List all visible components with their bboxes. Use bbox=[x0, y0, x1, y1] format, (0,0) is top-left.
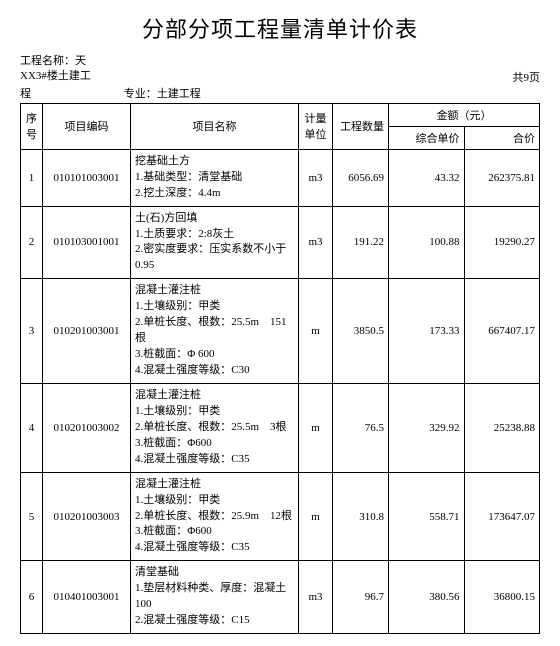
table-row: 3010201003001混凝土灌注桩1.土壤级别：甲类2.单桩长度、根数：25… bbox=[21, 279, 540, 384]
cell-qty: 191.22 bbox=[333, 206, 389, 279]
project-block: 工程名称：天 XX3#楼土建工 bbox=[20, 54, 91, 85]
pricing-table: 序号 项目编码 项目名称 计量单位 工程数量 金额（元） 综合单价 合价 101… bbox=[20, 103, 540, 634]
cell-unit: m3 bbox=[299, 149, 333, 206]
page-title: 分部分项工程量清单计价表 bbox=[20, 12, 540, 44]
cell-unit-price: 380.56 bbox=[389, 561, 465, 634]
cell-unit-price: 43.32 bbox=[389, 149, 465, 206]
cell-name: 清堂基础1.垫层材料种类、厚度：混凝土1002.混凝土强度等级：C15 bbox=[131, 561, 299, 634]
cell-unit-price: 100.88 bbox=[389, 206, 465, 279]
cell-unit-price: 329.92 bbox=[389, 383, 465, 472]
th-total: 合价 bbox=[464, 126, 540, 149]
cell-seq: 1 bbox=[21, 149, 43, 206]
cell-unit: m3 bbox=[299, 561, 333, 634]
spec-label: 专业： bbox=[124, 88, 157, 100]
th-name: 项目名称 bbox=[131, 103, 299, 149]
cell-seq: 2 bbox=[21, 206, 43, 279]
cell-code: 010201003001 bbox=[43, 279, 131, 384]
cell-unit-price: 173.33 bbox=[389, 279, 465, 384]
th-unit-price: 综合单价 bbox=[389, 126, 465, 149]
table-body: 1010101003001挖基础土方1.基础类型：清堂基础2.挖土深度：4.4m… bbox=[21, 149, 540, 633]
table-row: 2010103001001土(石)方回填1.土质要求：2:8灰土2.密实度要求：… bbox=[21, 206, 540, 279]
cell-unit: m bbox=[299, 383, 333, 472]
cell-seq: 4 bbox=[21, 383, 43, 472]
cell-seq: 3 bbox=[21, 279, 43, 384]
cell-unit: m3 bbox=[299, 206, 333, 279]
cell-total: 25238.88 bbox=[464, 383, 540, 472]
cell-code: 010101003001 bbox=[43, 149, 131, 206]
meta-row: 工程名称：天 XX3#楼土建工 共9页 bbox=[20, 54, 540, 85]
cell-name: 混凝土灌注桩1.土壤级别：甲类2.单桩长度、根数：25.5m 3根3.桩截面：Φ… bbox=[131, 383, 299, 472]
project-name-part1: 天 bbox=[75, 55, 86, 67]
project-label: 工程名称： bbox=[20, 55, 75, 67]
cell-code: 010201003002 bbox=[43, 383, 131, 472]
th-unit: 计量单位 bbox=[299, 103, 333, 149]
cell-total: 19290.27 bbox=[464, 206, 540, 279]
cell-name: 挖基础土方1.基础类型：清堂基础2.挖土深度：4.4m bbox=[131, 149, 299, 206]
cell-seq: 6 bbox=[21, 561, 43, 634]
cell-name: 混凝土灌注桩1.土壤级别：甲类2.单桩长度、根数：25.5m 151根3.桩截面… bbox=[131, 279, 299, 384]
th-amount: 金额（元） bbox=[389, 103, 540, 126]
cell-code: 010401003001 bbox=[43, 561, 131, 634]
spec-row: 程 专业：土建工程 bbox=[20, 85, 540, 101]
table-row: 1010101003001挖基础土方1.基础类型：清堂基础2.挖土深度：4.4m… bbox=[21, 149, 540, 206]
page-info: 共9页 bbox=[513, 69, 541, 85]
cell-total: 36800.15 bbox=[464, 561, 540, 634]
cell-qty: 76.5 bbox=[333, 383, 389, 472]
cell-qty: 6056.69 bbox=[333, 149, 389, 206]
cell-name: 土(石)方回填1.土质要求：2:8灰土2.密实度要求：压实系数不小于0.95 bbox=[131, 206, 299, 279]
cell-total: 667407.17 bbox=[464, 279, 540, 384]
cell-qty: 96.7 bbox=[333, 561, 389, 634]
cell-unit: m bbox=[299, 279, 333, 384]
cell-code: 010103001001 bbox=[43, 206, 131, 279]
th-seq: 序号 bbox=[21, 103, 43, 149]
project-name-part3: 程 bbox=[20, 88, 31, 100]
project-name-part2: XX3#楼土建工 bbox=[20, 70, 91, 82]
th-code: 项目编码 bbox=[43, 103, 131, 149]
table-row: 4010201003002混凝土灌注桩1.土壤级别：甲类2.单桩长度、根数：25… bbox=[21, 383, 540, 472]
cell-total: 262375.81 bbox=[464, 149, 540, 206]
cell-qty: 3850.5 bbox=[333, 279, 389, 384]
th-qty: 工程数量 bbox=[333, 103, 389, 149]
table-row: 6010401003001清堂基础1.垫层材料种类、厚度：混凝土1002.混凝土… bbox=[21, 561, 540, 634]
spec-name: 土建工程 bbox=[157, 88, 201, 100]
